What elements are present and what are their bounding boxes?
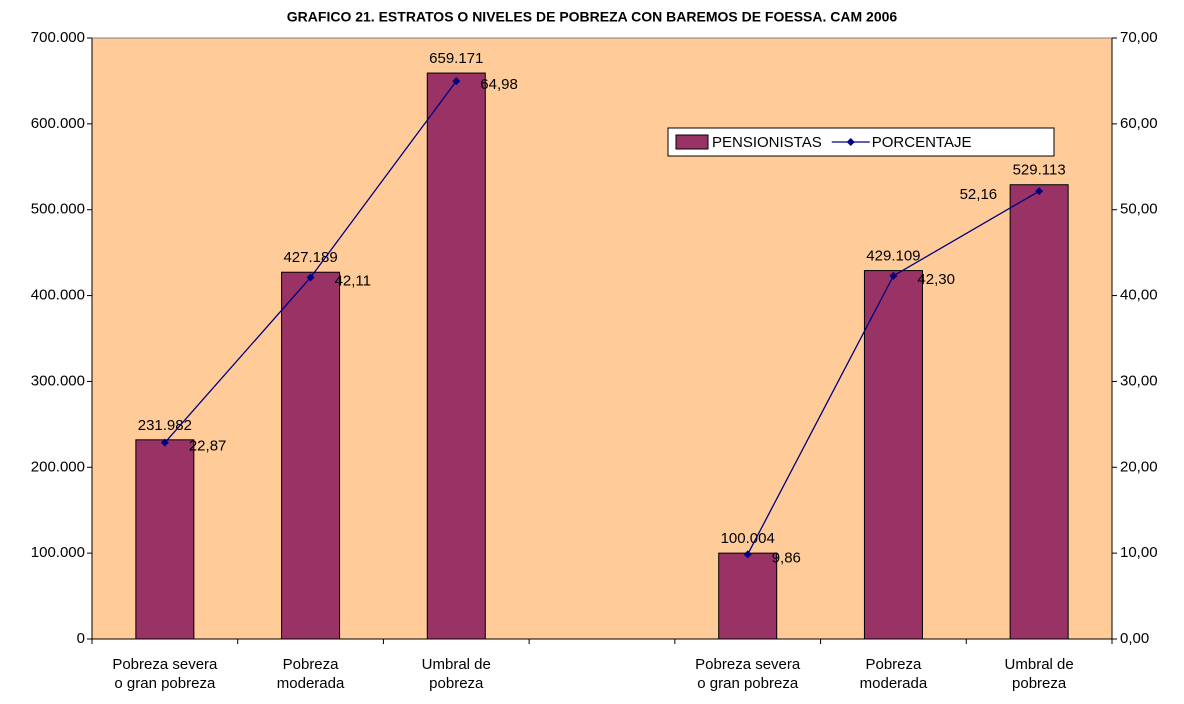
line-value-label: 9,86	[772, 549, 801, 566]
bar-value-label: 529.113	[1013, 162, 1066, 179]
line-marker	[306, 273, 315, 282]
bar	[426, 72, 486, 640]
x-tick-label: Pobreza moderada	[859, 656, 928, 692]
bar-value-label: 659.171	[429, 50, 483, 67]
x-tick-label: Umbral de pobreza	[1004, 656, 1074, 692]
chart-title: GRAFICO 21. ESTRATOS O NIVELES DE POBREZ…	[287, 9, 898, 25]
bar	[718, 552, 778, 640]
y-tick-label: 300.000	[31, 372, 85, 389]
x-tick-label: Pobreza severa o gran pobreza	[695, 656, 801, 692]
bar-value-label: 429.109	[866, 248, 920, 265]
line-marker	[743, 550, 752, 559]
bar	[135, 439, 195, 640]
y2-tick-label: 10,00	[1120, 544, 1158, 561]
bar	[863, 270, 923, 640]
legend-marker	[846, 138, 855, 146]
line-marker	[1035, 187, 1044, 196]
y2-tick-label: 70,00	[1120, 29, 1158, 46]
bar	[1009, 184, 1069, 640]
bar-value-label: 231.982	[138, 417, 192, 434]
y2-tick-label: 20,00	[1120, 458, 1158, 475]
y2-tick-label: 0,00	[1120, 630, 1149, 647]
bar	[281, 271, 341, 640]
y-tick-label: 100.000	[31, 544, 85, 561]
bar-value-label: 100.004	[721, 530, 775, 547]
x-tick-label: Pobreza severa o gran pobreza	[112, 656, 218, 692]
legend-label: PORCENTAJE	[872, 134, 972, 151]
x-tick-label: Umbral de pobreza	[421, 656, 491, 692]
y-tick-label: 500.000	[31, 201, 85, 218]
y2-tick-label: 30,00	[1120, 372, 1158, 389]
y2-tick-label: 60,00	[1120, 115, 1158, 132]
line-value-label: 22,87	[189, 438, 227, 455]
line-value-label: 42,11	[335, 272, 371, 289]
line-value-label: 64,98	[480, 76, 518, 93]
y-tick-label: 700.000	[31, 29, 85, 46]
y-tick-label: 600.000	[31, 115, 85, 132]
y2-tick-label: 40,00	[1120, 287, 1158, 304]
line-marker	[889, 271, 898, 280]
line-marker	[452, 77, 461, 86]
line-value-label: 42,30	[917, 271, 955, 288]
line-marker	[160, 438, 169, 447]
x-tick-label: Pobreza moderada	[276, 656, 345, 692]
y-tick-label: 400.000	[31, 287, 85, 304]
bar-value-label: 427.189	[283, 249, 337, 266]
y-tick-label: 0	[77, 630, 85, 647]
legend-swatch	[675, 134, 709, 150]
y-tick-label: 200.000	[31, 458, 85, 475]
y2-tick-label: 50,00	[1120, 201, 1158, 218]
legend-label: PENSIONISTAS	[712, 134, 822, 151]
line-value-label: 52,16	[960, 186, 998, 203]
